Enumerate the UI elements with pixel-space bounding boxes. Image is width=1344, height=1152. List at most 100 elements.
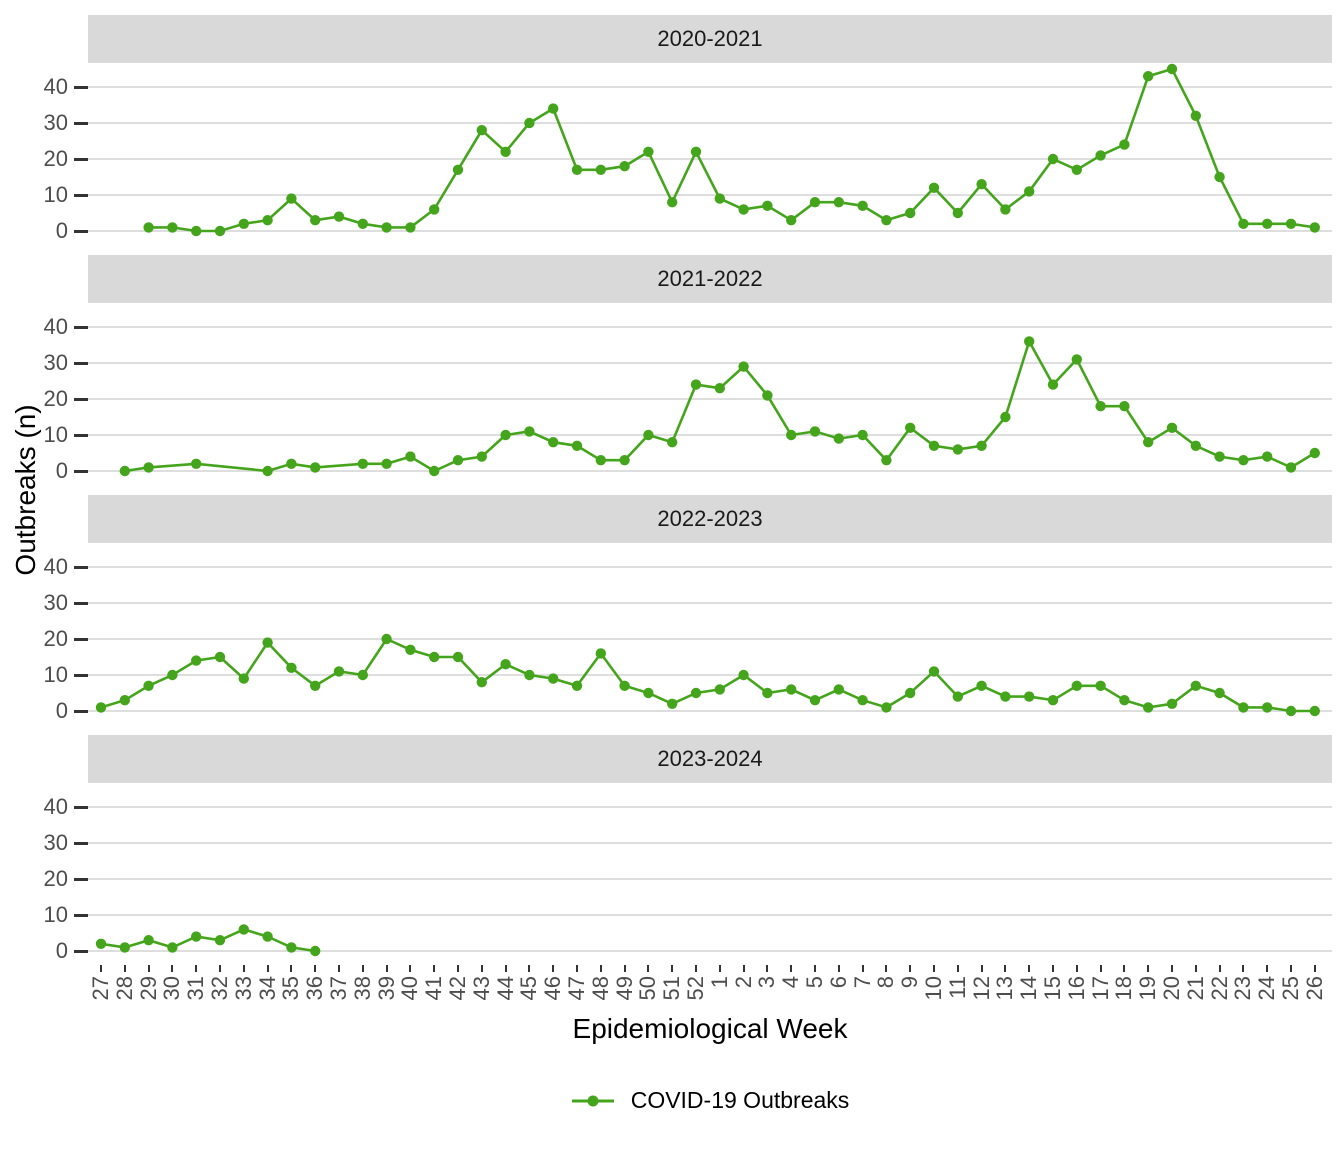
x-tick-mark — [742, 965, 745, 972]
x-tick-mark — [909, 965, 912, 972]
legend-key-line-marker — [571, 1095, 614, 1106]
x-tick-label-week-28: 28 — [111, 976, 137, 1001]
y-tick-label-40: 40 — [43, 794, 68, 819]
y-tick-label-0: 0 — [55, 218, 68, 243]
data-point-week-30 — [167, 942, 178, 953]
data-point-week-44 — [500, 659, 511, 670]
y-tick-label-10: 10 — [43, 422, 68, 447]
data-point-week-42 — [452, 455, 464, 466]
data-point-week-29 — [143, 680, 154, 691]
y-tick-mark — [74, 325, 88, 329]
data-point-week-37 — [333, 666, 345, 677]
x-tick-mark — [1123, 965, 1126, 972]
x-tick-mark — [766, 965, 769, 972]
data-point-week-32 — [214, 935, 226, 946]
data-point-week-15 — [1047, 695, 1059, 706]
data-point-week-3 — [762, 200, 773, 211]
x-tick-label-week-35: 35 — [278, 976, 304, 1001]
data-point-week-47 — [571, 440, 583, 451]
facet-2021-2022: 2021-2022 0 10 20 30 40 — [0, 255, 1344, 485]
x-tick-mark — [242, 965, 245, 972]
x-tick-mark — [861, 965, 864, 972]
x-tick-mark — [814, 965, 816, 972]
data-point-week-15 — [1047, 153, 1059, 165]
facet-strip-label: 2022-2023 — [88, 495, 1332, 543]
data-point-week-24 — [1262, 451, 1273, 462]
plot-panel — [88, 303, 1344, 485]
data-point-week-24 — [1262, 702, 1273, 713]
y-tick-mark — [74, 841, 88, 845]
x-tick-label-week-13: 13 — [992, 976, 1018, 1001]
x-tick-label-week-33: 33 — [230, 976, 256, 1001]
data-point-week-46 — [548, 437, 559, 448]
x-tick-mark — [290, 965, 293, 972]
data-point-week-10 — [928, 666, 940, 677]
data-point-week-46 — [548, 673, 559, 684]
data-point-week-28 — [119, 465, 130, 477]
series-line — [100, 928, 316, 953]
plot-panel — [88, 783, 1344, 965]
data-point-week-35 — [286, 942, 297, 953]
data-point-week-17 — [1095, 401, 1106, 412]
data-point-week-13 — [1000, 411, 1011, 423]
data-point-week-22 — [1214, 451, 1225, 462]
y-tick-label-10: 10 — [43, 902, 68, 927]
x-tick-mark — [123, 965, 126, 972]
data-point-week-31 — [191, 655, 202, 666]
data-point-week-40 — [405, 644, 416, 655]
data-point-week-37 — [333, 211, 345, 222]
data-point-week-14 — [1024, 691, 1035, 702]
data-point-week-34 — [262, 637, 273, 648]
data-point-week-31 — [191, 225, 202, 237]
data-point-week-18 — [1119, 139, 1130, 150]
x-tick-mark — [647, 965, 650, 972]
x-tick-label-week-15: 15 — [1040, 976, 1065, 1001]
x-tick-mark — [552, 965, 555, 972]
x-tick-label-week-42: 42 — [445, 976, 470, 1001]
chart-area: 2020-2021 0 10 20 30 40 2021-2022 0 10 20 30 40 2022… — [0, 15, 1344, 975]
data-point-week-33 — [238, 924, 249, 935]
y-tick-label-30: 30 — [43, 350, 68, 375]
facet-2022-2023: 2022-2023 0 10 20 30 40 — [0, 495, 1344, 725]
data-point-week-21 — [1190, 440, 1202, 451]
data-point-week-47 — [571, 680, 583, 691]
data-point-week-43 — [476, 125, 487, 136]
data-point-week-34 — [262, 215, 273, 226]
x-tick-mark — [1075, 965, 1078, 972]
data-point-week-18 — [1119, 401, 1130, 412]
data-point-week-38 — [357, 218, 368, 229]
x-tick-mark — [1313, 965, 1316, 972]
data-point-week-23 — [1238, 218, 1249, 229]
data-point-week-29 — [143, 462, 154, 473]
x-tick-label-week-52: 52 — [683, 976, 708, 1001]
x-tick-label-week-48: 48 — [587, 976, 613, 1001]
data-point-week-9 — [905, 207, 916, 219]
y-tick-mark — [74, 469, 88, 473]
x-tick-mark — [433, 965, 436, 972]
data-point-week-48 — [595, 164, 606, 175]
data-point-week-5 — [809, 695, 821, 706]
x-tick-label-week-7: 7 — [849, 976, 875, 989]
data-point-week-19 — [1143, 702, 1154, 713]
data-point-week-31 — [191, 458, 202, 469]
data-point-week-5 — [809, 197, 821, 208]
data-point-week-48 — [595, 648, 606, 659]
y-tick-mark — [74, 601, 88, 605]
y-tick-mark — [74, 397, 88, 401]
x-tick-label-week-3: 3 — [754, 976, 780, 989]
x-tick-mark — [1266, 965, 1269, 972]
x-tick-label-week-17: 17 — [1087, 976, 1113, 1001]
data-point-week-19 — [1143, 71, 1154, 82]
y-tick-label-0: 0 — [55, 698, 68, 723]
data-point-week-49 — [619, 680, 630, 691]
data-point-week-45 — [524, 117, 535, 129]
x-tick-label-week-12: 12 — [968, 976, 994, 1001]
data-point-week-8 — [881, 702, 892, 713]
data-point-week-30 — [167, 222, 178, 233]
x-tick-mark — [1147, 965, 1150, 972]
x-tick-mark — [837, 965, 840, 972]
data-point-week-32 — [214, 651, 226, 663]
y-tick-label-20: 20 — [43, 866, 68, 891]
y-tick-label-0: 0 — [55, 938, 68, 963]
